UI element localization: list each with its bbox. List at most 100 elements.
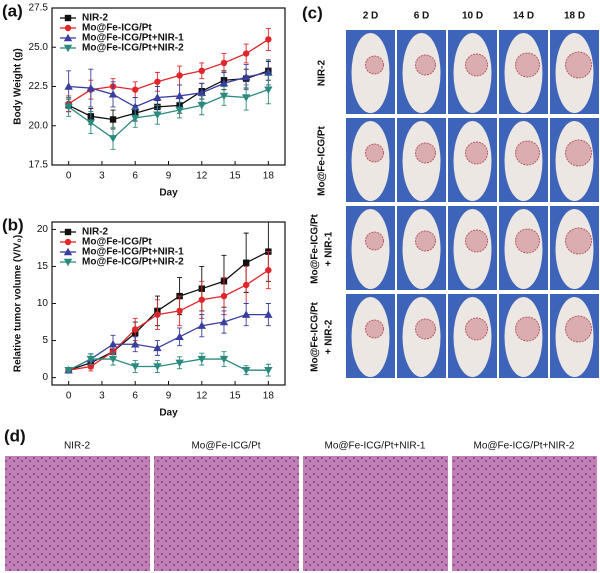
tumor-region [515,228,540,254]
image-title: Mo@Fe-ICG/Pt+NIR-2 [473,441,574,452]
marker [86,83,96,92]
marker [265,266,272,274]
marker [219,317,229,326]
y-tick-label: 27.5 [29,3,49,14]
legend-marker [63,258,73,267]
tumor-region [365,231,384,251]
marker [198,67,205,75]
x-tick-label: 9 [166,391,172,402]
tumor-region [565,227,592,255]
column-label: 18 D [564,11,585,22]
series-line [68,38,269,105]
marker [108,340,118,348]
tumor-region [415,230,436,252]
legend-marker [63,44,73,53]
series-line [68,70,269,121]
marker [176,72,183,79]
tumor-region [565,315,592,343]
legend-label: Mo@Fe-ICG/Pt+NIR-2 [82,43,184,54]
tumor-region [515,140,540,166]
legend-marker [64,24,72,32]
marker [242,50,250,57]
legend-marker [63,247,73,256]
marker [197,88,206,96]
series-line [68,251,269,371]
x-axis-label: Day [159,408,178,419]
y-tick-label: 0 [42,372,48,383]
marker [153,343,162,352]
tumor-region [465,53,488,77]
marker [109,116,117,123]
marker [175,106,184,115]
row-label: Mo@Fe-ICG/Pt [310,301,321,371]
legend-marker [64,228,72,236]
tumor-region [365,319,384,339]
image-title: NIR-2 [64,441,91,452]
marker [242,281,250,289]
series-line [68,71,269,108]
tumor-region [515,316,540,342]
series-line [68,358,269,371]
y-tick-label: 17.5 [29,160,49,171]
legend-marker [63,33,73,42]
marker [265,36,272,43]
row-label: Mo@Fe-ICG/Pt [317,125,328,195]
marker [220,292,228,300]
marker [132,86,139,93]
legend-label: NIR-2 [82,13,109,24]
tumor-region [415,142,436,164]
marker [198,296,205,303]
column-label: 2 D [363,11,379,22]
marker [219,355,229,364]
marker [131,363,140,371]
marker [241,94,251,102]
x-tick-label: 15 [230,391,242,402]
row-label: + NIR-1 [324,231,335,266]
tumor-region [415,318,436,340]
series-line [68,269,269,371]
marker [153,111,162,119]
x-tick-label: 3 [99,171,105,182]
histology-image [303,456,448,571]
panel-label: (a) [2,1,23,20]
marker [154,311,161,318]
marker [153,363,162,371]
marker [64,103,73,112]
marker [264,310,273,318]
y-tick-label: 20.0 [29,120,49,131]
marker [154,78,161,85]
legend-label: Mo@Fe-ICG/Pt+NIR-1 [82,33,184,44]
image-title: Mo@Fe-ICG/Pt [191,441,260,452]
y-tick-label: 25.0 [29,42,49,53]
x-tick-label: 18 [263,391,275,402]
marker [175,359,184,367]
x-tick-label: 12 [196,391,208,402]
row-label: Mo@Fe-ICG/Pt [310,213,321,283]
x-tick-label: 15 [230,171,242,182]
marker [64,366,73,375]
marker [264,86,273,94]
marker [108,90,118,98]
marker [197,102,206,110]
panel-label: (b) [2,215,24,234]
series-line [68,89,269,140]
tumor-region [465,141,488,165]
marker [131,340,140,348]
y-tick-label: 15 [37,261,49,272]
image-title: Mo@Fe-ICG/Pt+NIR-1 [324,441,425,452]
marker [132,326,139,333]
panel-label: (c) [302,3,323,22]
marker [241,366,251,375]
x-axis-label: Day [159,188,178,199]
x-tick-label: 3 [99,391,105,402]
legend-label: NIR-2 [82,227,109,238]
marker [242,259,250,266]
marker [131,114,140,123]
y-tick-label: 5 [42,335,48,346]
marker [241,310,251,318]
marker [219,79,229,87]
x-tick-label: 0 [66,171,72,182]
x-tick-label: 0 [66,391,72,402]
legend-marker [64,14,72,22]
marker [241,72,251,81]
